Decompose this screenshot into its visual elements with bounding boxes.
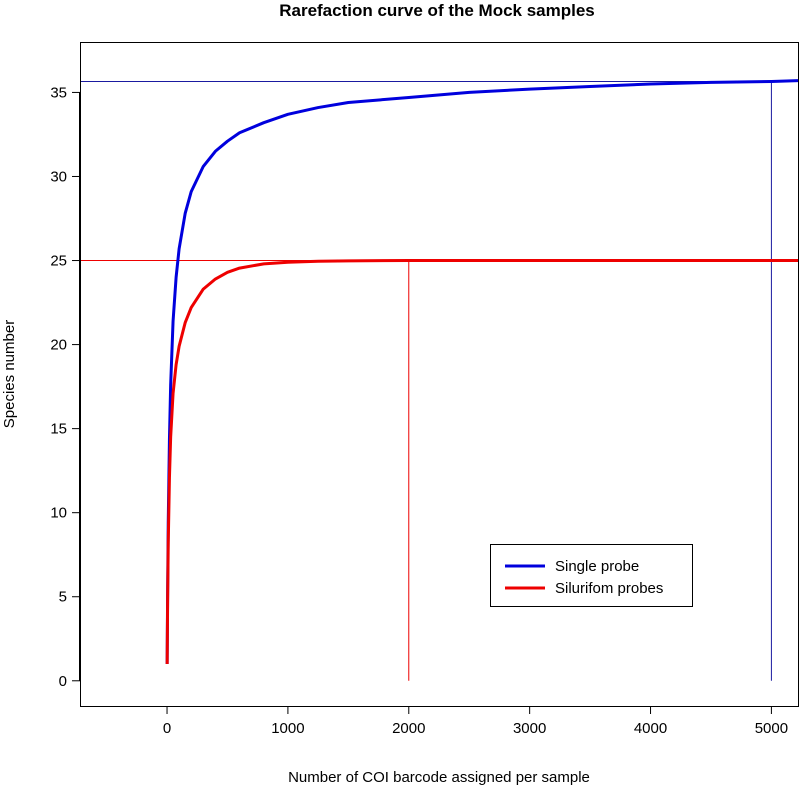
series-line-1 — [165, 259, 798, 664]
x-axis: 0 1000 2000 3000 4000 5000 — [163, 706, 788, 737]
series-lines — [165, 79, 799, 664]
series-line-0 — [165, 79, 799, 664]
y-tick-label-0: 0 — [59, 673, 67, 690]
x-axis-label: Number of COI barcode assigned per sampl… — [288, 769, 590, 786]
y-tick-label-15: 15 — [50, 421, 67, 438]
y-axis: 0 5 10 15 20 25 30 35 — [50, 84, 80, 690]
legend-label-silurifom-probes: Silurifom probes — [555, 580, 663, 597]
legend-label-single-probe: Single probe — [555, 558, 639, 575]
y-tick-label-5: 5 — [59, 589, 67, 606]
y-tick-label-30: 30 — [50, 168, 67, 185]
legend-box — [490, 544, 693, 607]
y-tick-label-20: 20 — [50, 337, 67, 354]
legend: Single probe Silurifom probes — [490, 544, 693, 607]
chart-title: Rarefaction curve of the Mock samples — [279, 1, 595, 20]
y-tick-label-35: 35 — [50, 84, 67, 101]
x-tick-label-2000: 2000 — [392, 720, 425, 737]
x-tick-label-4000: 4000 — [634, 720, 667, 737]
x-tick-label-0: 0 — [163, 720, 171, 737]
y-axis-label: Species number — [1, 320, 18, 428]
y-tick-label-10: 10 — [50, 505, 67, 522]
x-tick-label-5000: 5000 — [755, 720, 788, 737]
x-tick-label-3000: 3000 — [513, 720, 546, 737]
y-tick-label-25: 25 — [50, 253, 67, 270]
x-tick-label-1000: 1000 — [271, 720, 304, 737]
